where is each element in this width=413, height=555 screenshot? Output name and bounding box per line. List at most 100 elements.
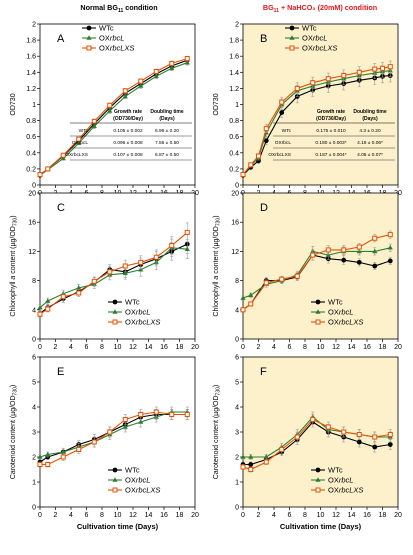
panel-letter: B [260,33,267,45]
legend-marker [315,477,321,482]
table-cell: OXrbcL [72,140,89,146]
table-cell: 0.096 ± 0.008 [113,140,143,146]
legend-marker [86,45,92,51]
data-point [138,419,144,424]
legend-label-italic: rbcLXS [136,486,161,495]
data-point [387,442,393,447]
legend-label-italic: rbcL [313,34,328,43]
legend-marker [315,319,321,325]
table-cell: WTc [282,128,292,134]
data-point [356,259,362,265]
data-point [76,290,82,296]
x-tick-label: 12 [129,512,137,519]
y-axis-label: OD730 [10,93,17,115]
table-cell: 0.187 ± 0.004* [315,152,346,158]
data-point [138,78,144,84]
legend-label: OXrbcL [328,308,353,317]
x-tick-label: 20 [394,512,402,519]
legend-label-text: WTc [302,24,317,33]
y-axis-label-text: Chlorophyll [213,280,220,317]
x-tick-label: 8 [100,344,104,351]
legend-label-text: OX [328,318,339,327]
y-axis-label-subscript: 730 [13,387,19,396]
y-axis-label-text: ) [213,385,220,387]
table-cell: 0.180 ± 0.003* [315,140,346,146]
data-point [240,307,246,313]
data-point [184,412,190,417]
growth-table: Growth rate(OD730/Day) Doubling time(Days… [65,109,192,161]
data-point [184,59,190,65]
y-tick-label: 8 [32,278,36,285]
data-point [107,108,113,113]
data-point [45,451,51,457]
y-tick-label: 4 [32,307,36,314]
data-point [387,432,393,437]
data-point [248,292,254,297]
data-point [356,439,362,445]
data-point [122,424,128,429]
legend-label: WTc [328,298,343,307]
legend-marker [289,45,295,51]
x-tick-label: 8 [303,344,307,351]
data-point [387,258,393,264]
data-point [76,447,82,452]
legend-marker [112,467,118,473]
table-cell: 6.96 ± 0.20 [155,128,179,134]
x-tick-label: 18 [379,344,387,351]
y-axis-label-text: content (µg/OD [213,226,220,276]
y-axis-label-subscript: 730 [216,387,222,396]
x-tick-label: 10 [114,512,122,519]
legend-label: OXrbcLXS [99,44,134,53]
x-tick-label: 10 [114,344,122,351]
data-point [153,73,159,79]
data-point [184,229,190,235]
data-point [169,60,175,66]
legend-marker [86,35,92,40]
plot-area [39,356,196,508]
data-point [91,278,97,284]
legend-label-text: OX [125,476,136,485]
legend-label: OXrbcL [99,34,124,43]
data-point [372,434,378,440]
y-tick-label: 0 [235,505,239,512]
data-point [122,417,128,422]
column-title: Normal BG11 condition [80,3,157,14]
legend-label-text: OX [99,44,110,53]
legend-label-italic: rbcL [339,308,354,317]
panel-letter: D [260,202,268,214]
data-point [153,409,159,415]
y-tick-label: 0.2 [26,166,36,173]
data-point [37,462,43,467]
series-ox2 [37,222,190,318]
panel-D: 0 2 4 6 8 10 12 14 16 18 20 0 4 8 12 16 20 D Chlorophyll a… [213,191,402,352]
y-tick-label: 6 [32,355,36,362]
legend-label-text: WTc [328,298,343,307]
x-tick-label: 0 [241,512,245,519]
y-axis-label-subscript: 730 [216,218,222,227]
legend-marker [315,487,321,493]
data-point [248,301,254,307]
x-tick-label: 0 [241,344,245,351]
legend-marker [315,467,321,473]
data-point [294,85,300,91]
data-point [60,294,66,300]
legend-marker [289,35,295,40]
legend-label: WTc [99,24,114,33]
x-tick-label: 20 [394,344,402,351]
y-tick-label: 16 [231,220,239,227]
x-tick-label: 14 [348,512,356,519]
legend-label-italic: rbcLXS [110,44,135,53]
data-point [279,110,285,115]
y-axis-label-text: Carotenoid content (µg/OD [10,395,17,479]
column-title-text: condition [123,3,157,12]
y-tick-label: 1.2 [26,86,36,93]
x-tick-label: 10 [317,512,325,519]
data-point [153,254,159,260]
data-point [341,257,347,263]
data-point [122,263,128,269]
legend-label-italic: rbcLXS [313,44,338,53]
y-tick-label: 1 [235,102,239,109]
